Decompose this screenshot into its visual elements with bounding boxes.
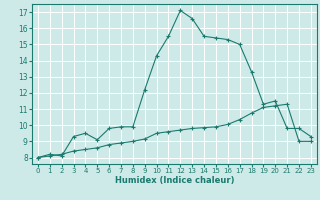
X-axis label: Humidex (Indice chaleur): Humidex (Indice chaleur): [115, 176, 234, 185]
